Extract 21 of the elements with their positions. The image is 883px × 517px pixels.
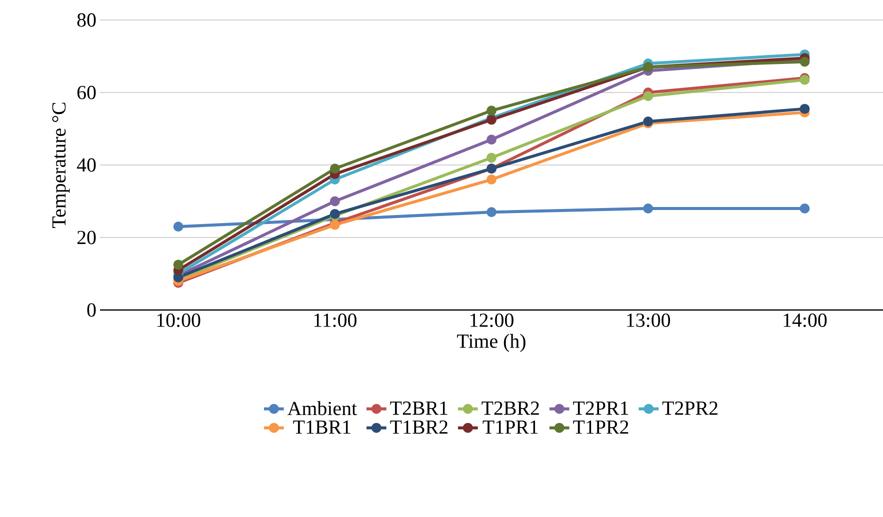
legend-label: T1PR2 — [573, 420, 628, 434]
y-tick-label: 80 — [77, 13, 96, 27]
x-axis-title: Time (h) — [457, 334, 526, 352]
legend-label: T1BR1 — [293, 420, 350, 434]
x-tick-label: 14:00 — [784, 314, 827, 328]
y-axis-title: Temperature °C — [52, 102, 70, 228]
legend-label: T2BR2 — [482, 402, 539, 415]
x-tick-label: 11:00 — [314, 314, 356, 328]
x-tick-label: 13:00 — [627, 314, 670, 328]
y-tick-label: 40 — [76, 158, 96, 172]
legend-label: T2BR1 — [390, 402, 448, 415]
legend-label: Ambient — [288, 401, 357, 416]
legend-label: T2PR1 — [573, 402, 628, 415]
x-tick-label: 12:00 — [470, 314, 514, 328]
y-tick-label: 20 — [77, 230, 96, 244]
y-tick-label: 0 — [87, 303, 96, 317]
legend-label: T2PR2 — [662, 402, 718, 415]
legend-label: T1BR2 — [390, 420, 448, 434]
legend-label: T1PR1 — [482, 420, 538, 434]
x-tick-label: 10:00 — [157, 314, 200, 328]
y-tick-label: 60 — [77, 86, 96, 100]
